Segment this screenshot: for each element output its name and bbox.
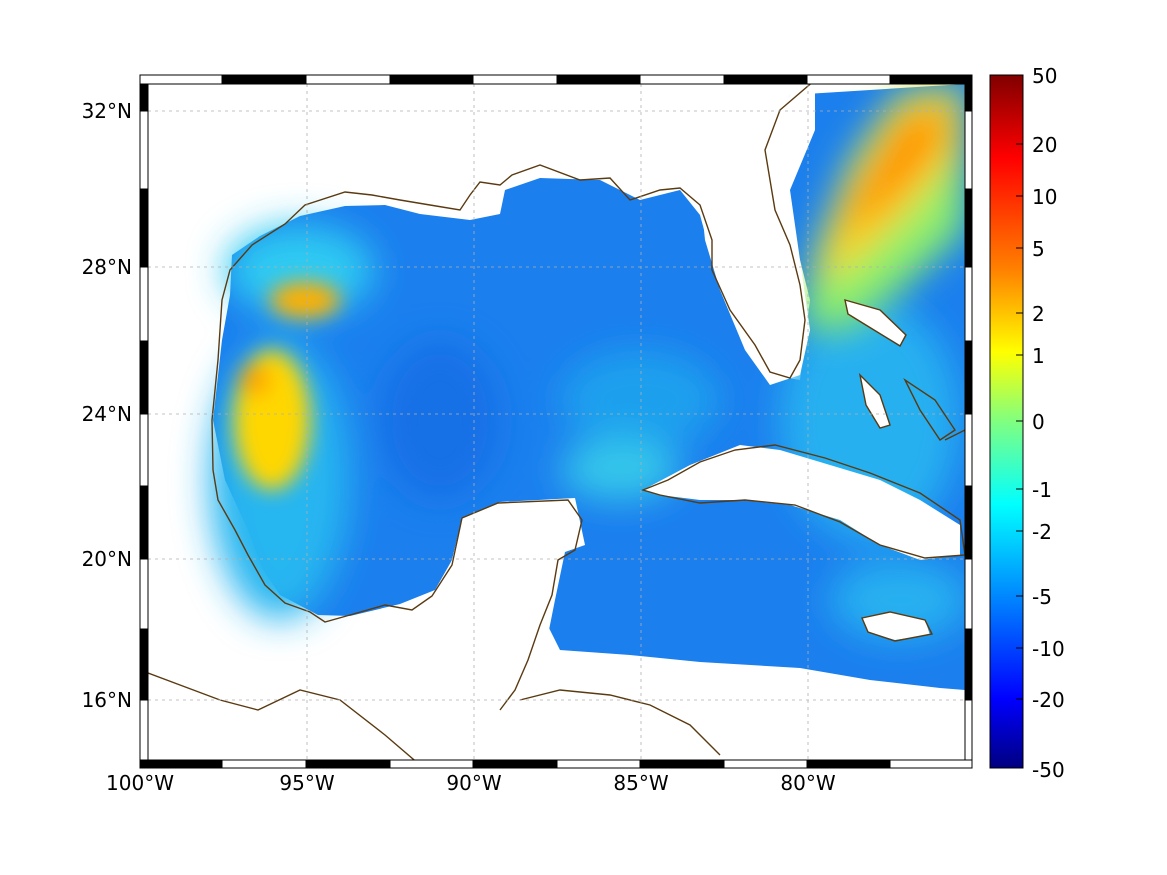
lat-tick-label: 16°N <box>82 688 132 712</box>
grid-lines <box>148 84 965 760</box>
colorbar-label: -50 <box>1032 758 1065 782</box>
lon-tick-label: 85°W <box>613 771 668 795</box>
colorbar-label: 20 <box>1032 133 1057 157</box>
jamaica-land <box>862 612 930 640</box>
bahamas-coastline <box>844 299 907 347</box>
colorbar-label: -20 <box>1032 688 1065 712</box>
colorbar-label: 10 <box>1032 185 1057 209</box>
colorbar-label: -2 <box>1032 520 1052 544</box>
colorbar-label: -1 <box>1032 478 1052 502</box>
bahamas-coastline <box>903 377 956 441</box>
lon-tick-labels: 100°W 95°W 90°W 85°W 80°W <box>106 771 836 795</box>
cuba-land <box>643 445 960 560</box>
field-patch <box>560 440 680 500</box>
hispaniola-coastline <box>944 429 965 443</box>
lat-tick-label: 20°N <box>82 547 132 571</box>
western-gulf-high <box>270 282 340 318</box>
lat-tick-label: 24°N <box>82 402 132 426</box>
colorbar-label: 5 <box>1032 237 1045 261</box>
jamaica-coastline <box>861 611 934 642</box>
bahamas-land <box>845 300 905 345</box>
bahamas-coastline <box>858 372 891 429</box>
lat-tick-label: 28°N <box>82 255 132 279</box>
coastlines <box>148 84 965 760</box>
lon-tick-label: 100°W <box>106 771 174 795</box>
colorbar-label: -10 <box>1032 637 1065 661</box>
western-gulf-high <box>239 364 271 396</box>
gulf-stream-peak <box>835 110 950 240</box>
honduras-coastline <box>519 689 721 756</box>
yucatan-land <box>420 498 585 700</box>
colorbar-label: 2 <box>1032 302 1045 326</box>
lon-tick-label: 95°W <box>279 771 334 795</box>
mexico-coastline <box>212 469 583 711</box>
lon-tick-label: 90°W <box>446 771 501 795</box>
bahamas-land <box>860 375 890 428</box>
data-field <box>210 84 965 700</box>
gulf-coastline <box>211 84 812 471</box>
map-frame <box>139 74 973 769</box>
florida-land <box>700 84 815 385</box>
cuba-coastline <box>640 444 965 559</box>
colorbar-labels: 50 20 10 5 2 1 0 -1 -2 -5 -10 -20 -50 <box>1032 64 1065 782</box>
central-america-coastline <box>148 672 416 760</box>
field-patch <box>380 340 500 500</box>
field-patch <box>225 225 375 315</box>
colorbar-label: 0 <box>1032 410 1045 434</box>
colorbar-label: 50 <box>1032 64 1057 88</box>
lon-tick-label: 80°W <box>780 771 835 795</box>
colorbar-ticks <box>1016 143 1023 700</box>
colorbar-label: 1 <box>1032 344 1045 368</box>
lat-tick-labels: 32°N 28°N 24°N 20°N 16°N <box>82 99 132 712</box>
lat-tick-label: 32°N <box>82 99 132 123</box>
field-patch <box>560 350 720 450</box>
colorbar-label: -5 <box>1032 585 1052 609</box>
